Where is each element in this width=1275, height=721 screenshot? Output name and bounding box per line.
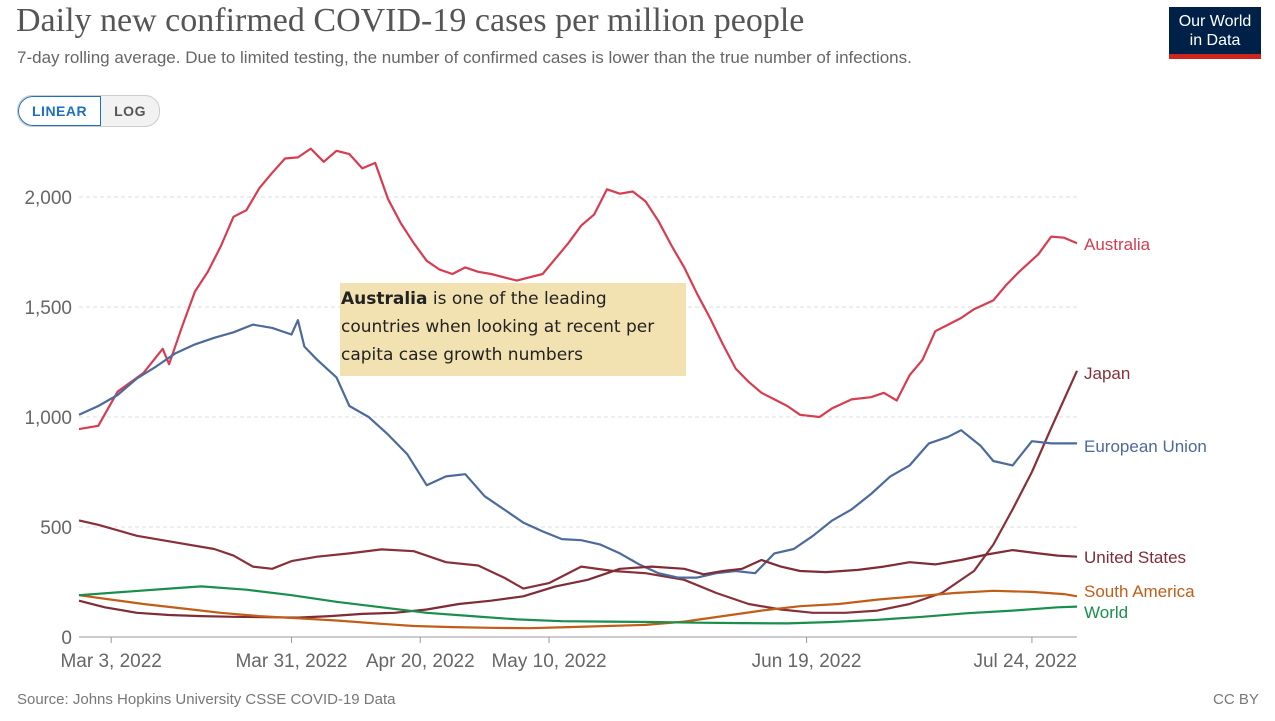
y-tick-label: 0 — [61, 628, 72, 649]
linear-scale-button[interactable]: LINEAR — [18, 96, 102, 126]
chart-subtitle: 7-day rolling average. Due to limited te… — [17, 48, 912, 67]
chart-title: Daily new confirmed COVID-19 cases per m… — [16, 2, 805, 39]
series-label-world[interactable]: World — [1084, 603, 1128, 622]
series-line-south-america[interactable] — [78, 589, 1078, 630]
logo-line-2: in Data — [1189, 32, 1241, 49]
series-lines — [78, 147, 1079, 630]
y-tick-label: 1,500 — [24, 298, 72, 319]
x-tick-label: Apr 20, 2022 — [366, 651, 475, 672]
series-label-united-states[interactable]: United States — [1084, 548, 1186, 567]
x-tick-label: May 10, 2022 — [491, 651, 606, 672]
x-tick-label: Mar 3, 2022 — [60, 651, 161, 672]
series-label-japan[interactable]: Japan — [1084, 364, 1130, 383]
owid-logo[interactable]: Our World in Data — [1169, 7, 1261, 59]
annotation-highlight: Australia — [341, 289, 428, 309]
scale-toggle: LINEAR LOG — [17, 95, 160, 127]
x-tick-label: Mar 31, 2022 — [235, 651, 347, 672]
series-line-world[interactable] — [78, 585, 1078, 625]
x-tick-label: Jul 24, 2022 — [973, 651, 1077, 672]
x-tick-label: Jun 19, 2022 — [752, 651, 862, 672]
series-line-united-states[interactable] — [78, 549, 1078, 619]
log-scale-button[interactable]: LOG — [114, 103, 146, 119]
series-line-australia[interactable] — [78, 147, 1078, 431]
y-axis: 0 500 1,000 1,500 2,000 — [24, 188, 72, 649]
series-label-australia[interactable]: Australia — [1084, 235, 1151, 254]
series-line-european-union[interactable] — [78, 319, 1077, 579]
series-label-south-america[interactable]: South America — [1084, 582, 1195, 601]
y-tick-label: 2,000 — [24, 188, 72, 209]
series-labels: Australia Japan European Union United State… — [1084, 235, 1207, 622]
y-tick-label: 1,000 — [24, 408, 72, 429]
y-tick-label: 500 — [40, 518, 72, 539]
annotation-text: is one of the leading countries when loo… — [341, 289, 655, 365]
logo-line-1: Our World — [1178, 13, 1252, 30]
annotation-box: Australia is one of the leading countrie… — [340, 283, 686, 376]
x-axis: Mar 3, 2022 Mar 31, 2022 Apr 20, 2022 May 1… — [60, 636, 1077, 672]
series-label-european-union[interactable]: European Union — [1084, 437, 1207, 456]
source-note[interactable]: Source: Johns Hopkins University CSSE CO… — [17, 691, 396, 708]
series-line-japan[interactable] — [78, 370, 1079, 614]
license-link[interactable]: CC BY — [1213, 691, 1259, 708]
